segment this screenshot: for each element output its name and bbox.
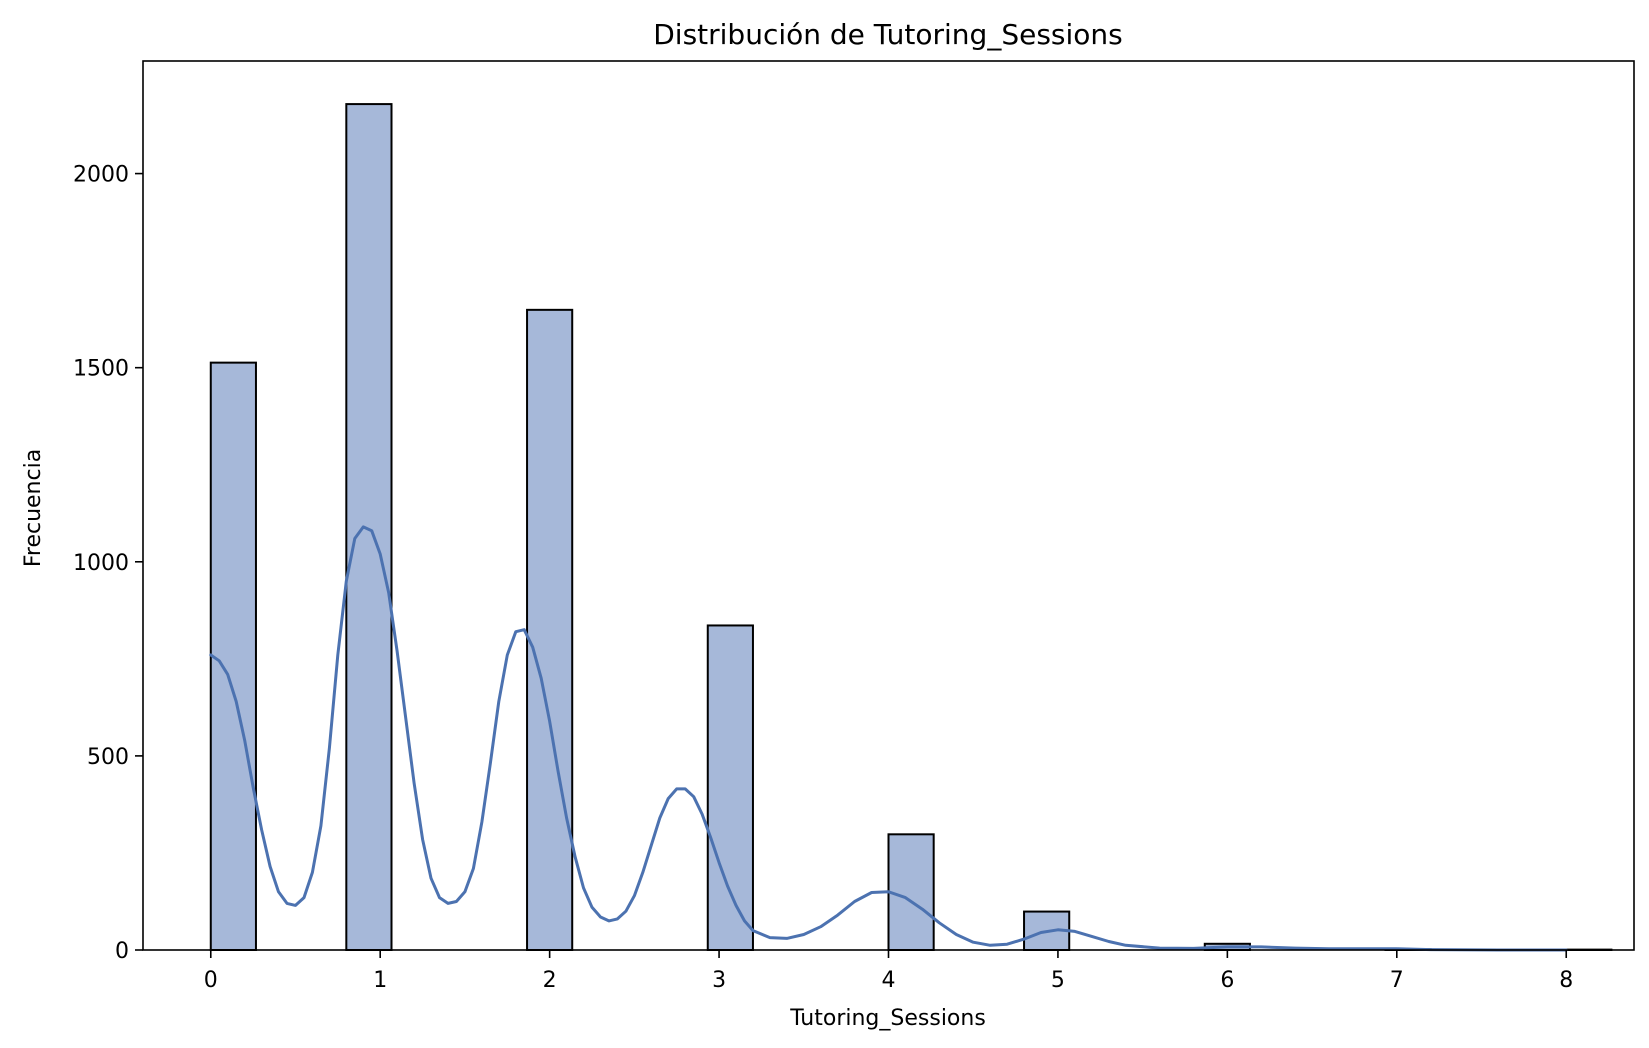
y-tick-label-500: 500 — [87, 745, 129, 770]
histogram-bar-1 — [345, 103, 393, 952]
x-tick-label-4: 4 — [882, 968, 896, 993]
histogram-bar-2 — [526, 308, 574, 951]
y-tick-label-0: 0 — [115, 939, 129, 964]
x-tick-label-3: 3 — [712, 968, 726, 993]
y-axis-ticks: 0 500 1000 1500 2000 — [73, 163, 143, 964]
x-tick-label-8: 8 — [1559, 968, 1573, 993]
x-tick-label-6: 6 — [1220, 968, 1234, 993]
histogram-bar-0 — [209, 361, 257, 951]
kde-group — [209, 525, 1568, 952]
x-tick-label-0: 0 — [204, 968, 218, 993]
chart-title: Distribución de Tutoring_Sessions — [653, 18, 1123, 51]
x-tick-label-7: 7 — [1390, 968, 1404, 993]
kde-line — [209, 525, 1568, 952]
y-axis-label: Frecuencia — [21, 449, 46, 567]
plot-frame — [142, 60, 1635, 951]
x-axis-ticks: 0 1 2 3 4 5 6 7 8 — [204, 950, 1573, 993]
y-tick-label-2000: 2000 — [73, 163, 129, 188]
y-tick-label-1000: 1000 — [73, 551, 129, 576]
y-tick-label-1500: 1500 — [73, 357, 129, 382]
x-tick-label-5: 5 — [1051, 968, 1065, 993]
bars-group — [209, 103, 1613, 952]
x-axis-label: Tutoring_Sessions — [789, 1006, 986, 1031]
x-tick-label-2: 2 — [543, 968, 557, 993]
histogram-bar-4 — [887, 833, 935, 951]
x-tick-label-1: 1 — [373, 968, 387, 993]
histogram-bar-3 — [706, 624, 754, 952]
